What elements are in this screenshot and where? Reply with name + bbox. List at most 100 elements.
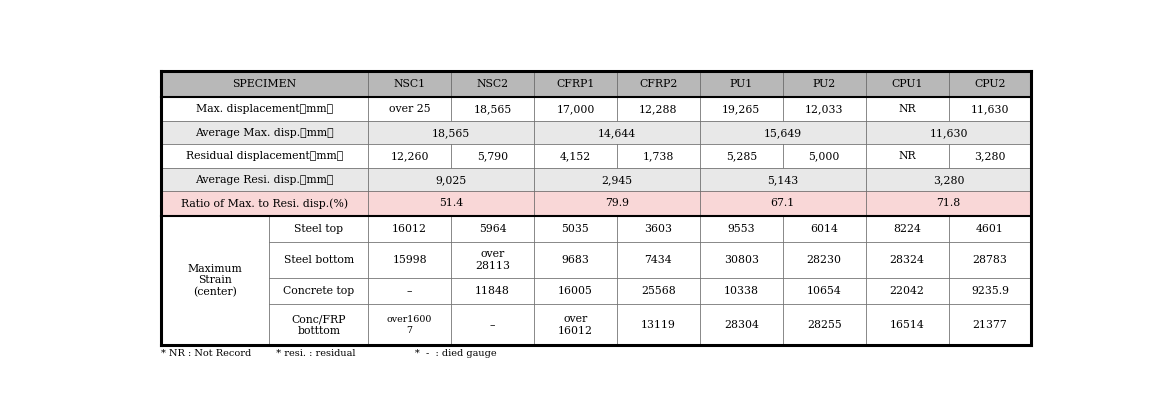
Text: 5,143: 5,143 <box>767 175 798 185</box>
Bar <box>270 215 368 242</box>
Bar <box>617 278 699 304</box>
Bar <box>866 278 948 304</box>
Text: 2,945: 2,945 <box>601 175 632 185</box>
Text: 16514: 16514 <box>889 320 924 330</box>
Bar <box>368 71 452 97</box>
Text: 71.8: 71.8 <box>937 199 961 208</box>
Text: 5,790: 5,790 <box>477 151 508 161</box>
Bar <box>368 144 452 168</box>
Text: 28304: 28304 <box>724 320 758 330</box>
Text: 28783: 28783 <box>973 255 1007 265</box>
Text: 8224: 8224 <box>893 224 921 233</box>
Text: 9553: 9553 <box>727 224 755 233</box>
Text: 5964: 5964 <box>478 224 506 233</box>
Bar <box>368 304 452 346</box>
Bar <box>534 122 699 144</box>
Text: Average Resi. disp.（mm）: Average Resi. disp.（mm） <box>196 175 334 185</box>
Bar <box>161 97 368 122</box>
Bar <box>161 168 368 191</box>
Text: Steel bottom: Steel bottom <box>284 255 354 265</box>
Bar <box>783 242 866 278</box>
Bar <box>948 144 1032 168</box>
Text: * NR : Not Record        * resi. : residual                   *  -  : died gauge: * NR : Not Record * resi. : residual * -… <box>161 349 497 358</box>
Bar <box>948 97 1032 122</box>
Text: 4601: 4601 <box>976 224 1004 233</box>
Bar <box>161 144 368 168</box>
Text: CPU2: CPU2 <box>974 79 1006 89</box>
Bar <box>783 97 866 122</box>
Text: over1600
7: over1600 7 <box>387 315 432 334</box>
Text: 3,280: 3,280 <box>974 151 1006 161</box>
Text: over
28113: over 28113 <box>475 249 510 271</box>
Bar <box>699 242 783 278</box>
Bar <box>452 304 534 346</box>
Bar <box>452 215 534 242</box>
Text: 11,630: 11,630 <box>929 128 968 138</box>
Text: 51.4: 51.4 <box>439 199 463 208</box>
Text: Concrete top: Concrete top <box>283 286 354 296</box>
Bar <box>534 278 617 304</box>
Text: PU1: PU1 <box>730 79 753 89</box>
Bar <box>270 278 368 304</box>
Bar <box>161 122 368 144</box>
Bar <box>452 97 534 122</box>
Text: 79.9: 79.9 <box>604 199 629 208</box>
Bar <box>783 71 866 97</box>
Bar <box>617 71 699 97</box>
Text: NSC2: NSC2 <box>476 79 508 89</box>
Bar <box>534 168 699 191</box>
Bar <box>368 191 534 215</box>
Text: –: – <box>406 286 412 296</box>
Text: –: – <box>490 320 496 330</box>
Bar <box>699 304 783 346</box>
Text: PU2: PU2 <box>813 79 836 89</box>
Text: 6014: 6014 <box>811 224 838 233</box>
Text: 30803: 30803 <box>724 255 758 265</box>
Text: 19,265: 19,265 <box>723 104 761 114</box>
Bar <box>866 144 948 168</box>
Text: 18,565: 18,565 <box>432 128 470 138</box>
Text: 7434: 7434 <box>645 255 672 265</box>
Text: CFRP1: CFRP1 <box>556 79 594 89</box>
Text: NSC1: NSC1 <box>394 79 426 89</box>
Bar <box>534 144 617 168</box>
Text: NR: NR <box>899 104 916 114</box>
Bar <box>699 278 783 304</box>
Text: 22042: 22042 <box>889 286 924 296</box>
Text: 28230: 28230 <box>807 255 842 265</box>
Text: Residual displacement（mm）: Residual displacement（mm） <box>186 151 343 161</box>
Bar <box>866 168 1032 191</box>
Bar <box>699 215 783 242</box>
Bar <box>699 71 783 97</box>
Text: CPU1: CPU1 <box>892 79 923 89</box>
Bar <box>699 191 866 215</box>
Bar <box>161 191 368 215</box>
Text: NR: NR <box>899 151 916 161</box>
Bar <box>866 71 948 97</box>
Bar <box>161 71 368 97</box>
Bar <box>948 71 1032 97</box>
Bar <box>783 278 866 304</box>
Bar <box>534 97 617 122</box>
Text: CFRP2: CFRP2 <box>639 79 677 89</box>
Bar <box>866 215 948 242</box>
Text: 11848: 11848 <box>475 286 510 296</box>
Text: 9235.9: 9235.9 <box>970 286 1009 296</box>
Text: 10654: 10654 <box>807 286 842 296</box>
Text: 18,565: 18,565 <box>474 104 512 114</box>
Bar <box>948 304 1032 346</box>
Text: 11,630: 11,630 <box>970 104 1010 114</box>
Text: Average Max. disp.（mm）: Average Max. disp.（mm） <box>196 128 334 138</box>
Bar <box>948 278 1032 304</box>
Text: SPECIMEN: SPECIMEN <box>233 79 296 89</box>
Bar <box>368 97 452 122</box>
Bar <box>270 242 368 278</box>
Bar <box>866 122 1032 144</box>
Bar <box>699 97 783 122</box>
Bar <box>783 215 866 242</box>
Text: 12,260: 12,260 <box>390 151 428 161</box>
Bar <box>699 122 866 144</box>
Text: 3,280: 3,280 <box>933 175 965 185</box>
Text: 13119: 13119 <box>640 320 676 330</box>
Text: 10338: 10338 <box>724 286 758 296</box>
